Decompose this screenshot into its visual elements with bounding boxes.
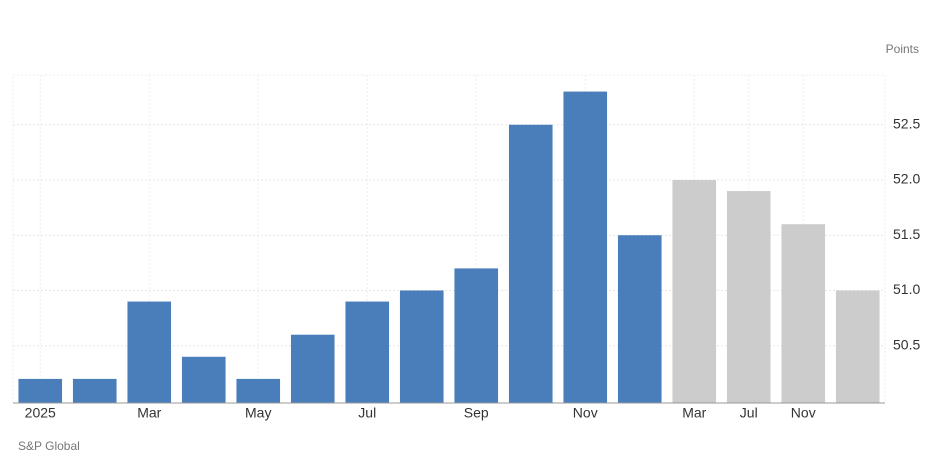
x-tick-label: May: [245, 405, 271, 421]
y-tick-label: 50.5: [893, 336, 920, 352]
bar: [617, 235, 662, 403]
x-tick-label: Sep: [464, 405, 489, 421]
y-tick-label: 51.5: [893, 226, 920, 242]
y-tick-label: 51.0: [893, 281, 920, 297]
bar: [835, 290, 880, 403]
bar: [181, 356, 226, 403]
source-label: S&P Global: [18, 439, 80, 453]
x-tick-label: Nov: [573, 405, 598, 421]
x-tick-label: Jul: [740, 405, 758, 421]
y-tick-label: 52.5: [893, 115, 920, 131]
bar: [563, 91, 608, 404]
bar: [508, 124, 553, 403]
unit-label: Points: [886, 42, 919, 56]
bar: [781, 224, 826, 403]
bar: [454, 268, 499, 403]
y-tick-label: 52.0: [893, 171, 920, 187]
bar: [18, 378, 63, 403]
x-tick-label: Mar: [682, 405, 706, 421]
x-tick-label: Mar: [137, 405, 161, 421]
bar: [290, 334, 335, 403]
bar: [345, 301, 390, 403]
bar: [399, 290, 444, 403]
bar: [127, 301, 172, 403]
x-tick-label: Nov: [791, 405, 816, 421]
bar: [672, 179, 717, 403]
x-tick-label: 2025: [25, 405, 56, 421]
bar: [726, 191, 771, 403]
bar: [72, 378, 117, 403]
x-tick-label: Jul: [358, 405, 376, 421]
bar: [236, 378, 281, 403]
